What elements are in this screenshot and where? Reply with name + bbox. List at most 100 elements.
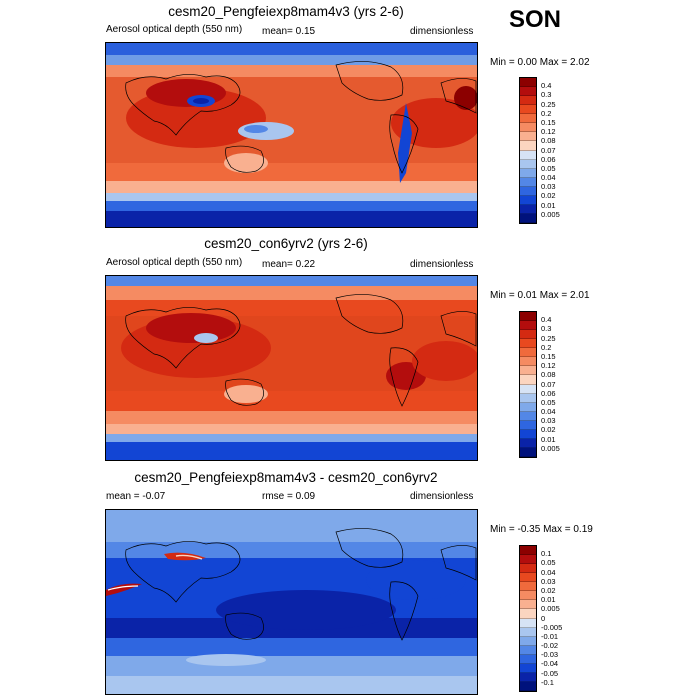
colorbar-label: 0.05 — [541, 558, 556, 568]
colorbar-bin — [520, 78, 536, 88]
colorbar-bin — [520, 393, 536, 403]
panel-1-colorbar-labels: 0.4 0.3 0.25 0.2 0.15 0.12 0.08 0.07 0.0… — [541, 77, 581, 224]
colorbar-label: 0.15 — [541, 351, 556, 361]
colorbar-bin — [520, 177, 536, 187]
colorbar-bin — [520, 645, 536, 655]
colorbar-bin — [520, 402, 536, 412]
panel-1-minmax: Min = 0.00 Max = 2.02 — [490, 57, 590, 68]
colorbar-label: 0.1 — [541, 549, 552, 559]
panel-2-minmax: Min = 0.01 Max = 2.01 — [490, 290, 590, 301]
colorbar-bin — [520, 582, 536, 592]
panel-3-colorbar — [519, 545, 537, 692]
colorbar-bin — [520, 132, 536, 142]
colorbar-label: 0.005 — [541, 443, 560, 453]
panel-1-map — [105, 42, 478, 228]
colorbar-label: -0.005 — [541, 622, 563, 632]
colorbar-bin — [520, 114, 536, 124]
colorbar-label: 0.01 — [541, 434, 556, 444]
colorbar-bin — [520, 573, 536, 583]
colorbar-bin — [520, 213, 536, 223]
panel-1-mean: mean= 0.15 — [262, 26, 316, 37]
colorbar-label: 0.2 — [541, 342, 552, 352]
panel-3-mean: mean = -0.07 — [106, 491, 166, 502]
colorbar-label: 0.04 — [541, 407, 556, 417]
colorbar-label: 0.12 — [541, 361, 556, 371]
panel-2-mean: mean= 0.22 — [262, 259, 316, 270]
colorbar-bin — [520, 600, 536, 610]
colorbar-label: 0 — [541, 613, 546, 623]
colorbar-bin — [520, 636, 536, 646]
colorbar-bin — [520, 330, 536, 340]
season-label: SON — [509, 6, 562, 33]
panel-2-map — [105, 275, 478, 461]
colorbar-label: 0.03 — [541, 182, 556, 192]
colorbar-label: 0.25 — [541, 333, 556, 343]
colorbar-bin — [520, 672, 536, 682]
colorbar-bin — [520, 429, 536, 439]
colorbar-bin — [520, 447, 536, 457]
colorbar-label: 0.2 — [541, 108, 552, 118]
colorbar-label: -0.03 — [541, 650, 559, 660]
colorbar-label: -0.05 — [541, 668, 559, 678]
colorbar-bin — [520, 150, 536, 160]
colorbar-bin — [520, 663, 536, 673]
colorbar-bin — [520, 366, 536, 376]
colorbar-label: 0.3 — [541, 90, 552, 100]
colorbar-label: -0.1 — [541, 677, 554, 687]
colorbar-label: 0.25 — [541, 99, 556, 109]
colorbar-label: 0.04 — [541, 567, 556, 577]
colorbar-label: 0.06 — [541, 154, 556, 164]
colorbar-label: 0.02 — [541, 425, 556, 435]
colorbar-bin — [520, 654, 536, 664]
colorbar-label: -0.04 — [541, 659, 559, 669]
colorbar-label: 0.15 — [541, 117, 556, 127]
panel-3-title: cesm20_Pengfeiexp8mam4v3 - cesm20_con6yr… — [134, 470, 438, 485]
colorbar-label: 0.07 — [541, 145, 556, 155]
colorbar-label: 0.4 — [541, 315, 552, 325]
colorbar-label: 0.12 — [541, 127, 556, 137]
colorbar-label: 0.08 — [541, 136, 556, 146]
panel-3-colorbar-labels: 0.1 0.05 0.04 0.03 0.02 0.01 0.005 0 -0.… — [541, 545, 581, 692]
colorbar-bin — [520, 321, 536, 331]
colorbar-bin — [520, 627, 536, 637]
colorbar-label: 0.08 — [541, 370, 556, 380]
colorbar-label: 0.3 — [541, 324, 552, 334]
colorbar-label: 0.05 — [541, 397, 556, 407]
colorbar-label: 0.02 — [541, 585, 556, 595]
colorbar-bin — [520, 312, 536, 322]
colorbar-label: 0.01 — [541, 200, 556, 210]
colorbar-bin — [520, 339, 536, 349]
colorbar-bin — [520, 681, 536, 691]
colorbar-label: 0.06 — [541, 388, 556, 398]
colorbar-bin — [520, 123, 536, 133]
colorbar-bin — [520, 105, 536, 115]
panel-2-title: cesm20_con6yrv2 (yrs 2-6) — [204, 236, 368, 251]
colorbar-label: 0.03 — [541, 576, 556, 586]
colorbar-label: 0.05 — [541, 163, 556, 173]
colorbar-bin — [520, 618, 536, 628]
colorbar-bin — [520, 564, 536, 574]
colorbar-bin — [520, 195, 536, 205]
panel-2-units: dimensionless — [410, 259, 474, 270]
colorbar-bin — [520, 375, 536, 385]
colorbar-bin — [520, 384, 536, 394]
colorbar-label: 0.01 — [541, 595, 556, 605]
colorbar-bin — [520, 591, 536, 601]
colorbar-bin — [520, 141, 536, 151]
colorbar-label: 0.005 — [541, 209, 560, 219]
panel-3-minmax: Min = -0.35 Max = 0.19 — [490, 524, 593, 535]
colorbar-label: 0.04 — [541, 173, 556, 183]
colorbar-bin — [520, 438, 536, 448]
colorbar-label: 0.03 — [541, 416, 556, 426]
panel-2-variable: Aerosol optical depth (550 nm) — [106, 257, 243, 268]
colorbar-bin — [520, 186, 536, 196]
colorbar-bin — [520, 348, 536, 358]
colorbar-bin — [520, 204, 536, 214]
panel-3-rmse: rmse = 0.09 — [262, 491, 316, 502]
panel-1-units: dimensionless — [410, 26, 474, 37]
colorbar-label: 0.02 — [541, 191, 556, 201]
panel-2-colorbar-labels: 0.4 0.3 0.25 0.2 0.15 0.12 0.08 0.07 0.0… — [541, 311, 581, 458]
colorbar-label: 0.07 — [541, 379, 556, 389]
colorbar-bin — [520, 159, 536, 169]
panel-1-title: cesm20_Pengfeiexp8mam4v3 (yrs 2-6) — [168, 4, 404, 19]
